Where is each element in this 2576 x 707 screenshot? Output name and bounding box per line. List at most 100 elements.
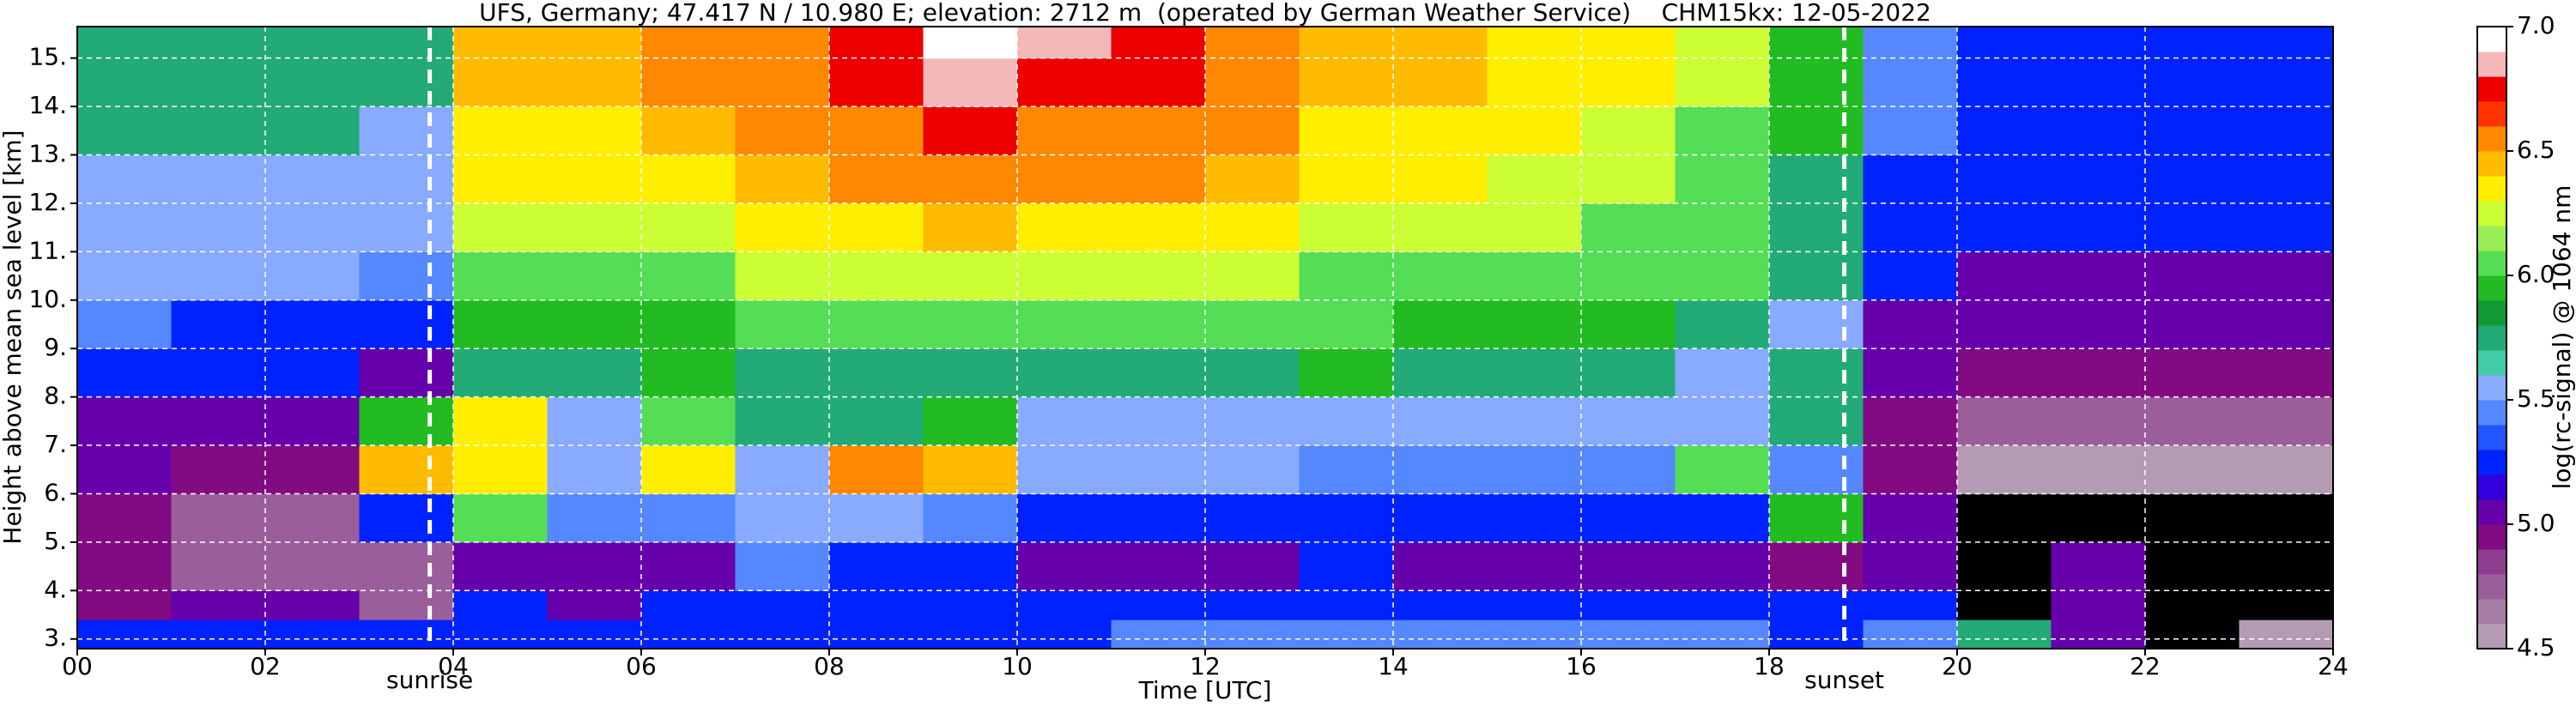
colorbar-segment [2477,226,2506,251]
heatmap-cell [641,299,736,349]
heatmap-cell [1863,493,1958,543]
heatmap-cell [453,619,548,650]
heatmap-cell [641,251,736,301]
heatmap-cell [1675,590,1770,620]
heatmap-cell [1017,57,1112,107]
heatmap-cell [1487,541,1582,591]
heatmap-cell [2051,619,2146,650]
heatmap-cell [171,445,266,494]
heatmap-cell [1581,27,1676,59]
heatmap-cell [453,251,548,301]
heatmap-cell [923,493,1018,543]
heatmap-cell [735,57,830,107]
heatmap-cell [359,202,454,252]
heatmap-cell [1393,154,1488,204]
heatmap-cell [1205,106,1300,156]
heatmap-cell [1957,106,2052,156]
heatmap-cell [2051,57,2146,107]
heatmap-cell [1393,493,1488,543]
heatmap-cell [1957,202,2052,252]
heatmap-cell [359,154,454,204]
heatmap-cell [735,493,830,543]
heatmap-cell [735,299,830,349]
y-tick-label: 13. [28,140,67,168]
heatmap-cell [1017,202,1112,252]
heatmap-cell [171,202,266,252]
colorbar-segment [2477,325,2506,351]
heatmap-cell [1769,348,1864,398]
heatmap-cell [547,445,642,494]
heatmap-cell [1393,106,1488,156]
heatmap-cell [453,202,548,252]
heatmap-cell [1487,299,1582,349]
heatmap-cell [1769,445,1864,494]
heatmap-cell [1863,445,1958,494]
heatmap-cell [2051,27,2146,59]
heatmap-cell [1957,57,2052,107]
heatmap-cell [547,27,642,59]
heatmap-cell [1769,299,1864,349]
heatmap-cell [1863,106,1958,156]
heatmap-cell [359,493,454,543]
heatmap-cell [1393,396,1488,446]
heatmap-cell [1393,299,1488,349]
heatmap-cell [641,202,736,252]
heatmap-cell [1957,445,2052,494]
heatmap-cell [265,493,360,543]
heatmap-cell [2239,57,2334,107]
x-tick-label: 20 [1942,652,1973,680]
heatmap-cell [1487,154,1582,204]
heatmap-cell [359,106,454,156]
heatmap-cell [2145,348,2240,398]
heatmap-cell [1393,619,1488,650]
heatmap-cell [547,299,642,349]
heatmap-cell [77,106,172,156]
heatmap-cell [2051,541,2146,591]
heatmap-cell [265,202,360,252]
heatmap-cell [1581,348,1676,398]
heatmap-cell [1957,590,2052,620]
colorbar-segment [2477,524,2506,550]
heatmap-cell [1299,251,1394,301]
heatmap-cell [1205,590,1300,620]
heatmap-cell [735,590,830,620]
x-tick-label: 16 [1566,652,1597,680]
heatmap-cell [1581,251,1676,301]
heatmap-cell [1205,541,1300,591]
y-tick-label: 15. [28,43,67,71]
heatmap-cell [735,541,830,591]
heatmap-cell [1581,106,1676,156]
heatmap-cell [1017,445,1112,494]
heatmap-cell [2239,445,2334,494]
heatmap-cell [2145,590,2240,620]
heatmap-cell [77,493,172,543]
heatmap-cell [265,619,360,650]
heatmap-cell [359,299,454,349]
colorbar-segment [2477,300,2506,326]
colorbar-segment [2477,549,2506,575]
x-axis-label: Time [UTC] [1138,676,1272,704]
heatmap-cell [923,541,1018,591]
heatmap-cell [2145,493,2240,543]
heatmap-cell [923,27,1018,59]
colorbar-segment [2477,201,2506,227]
heatmap-cell [923,106,1018,156]
heatmap-cell [547,106,642,156]
heatmap-cell [829,27,924,59]
heatmap-cell [265,299,360,349]
x-tick-label: 12 [1190,652,1221,680]
heatmap-cell [171,348,266,398]
heatmap-cell [77,619,172,650]
heatmap-cell [265,445,360,494]
colorbar-segment [2477,624,2506,650]
colorbar-frame [2476,26,2507,650]
heatmap-cell [1017,590,1112,620]
heatmap-cell [1863,251,1958,301]
heatmap-cell [1581,299,1676,349]
heatmap-cell [1957,348,2052,398]
heatmap-cell [1957,396,2052,446]
heatmap-cell [359,445,454,494]
heatmap-cell [359,541,454,591]
heatmap-cell [829,299,924,349]
heatmap-cell [829,348,924,398]
